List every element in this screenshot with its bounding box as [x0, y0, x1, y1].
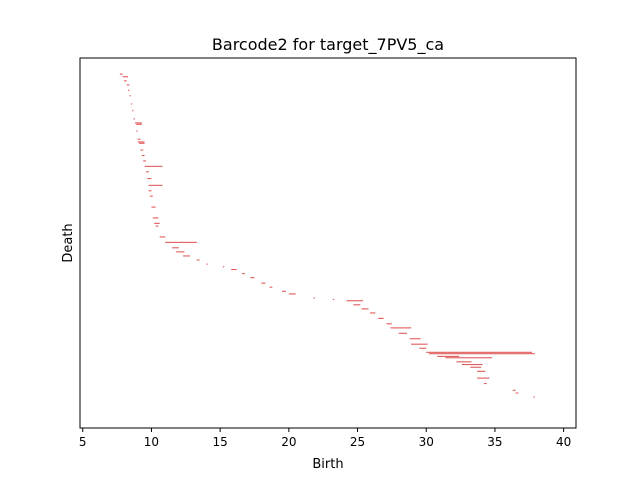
barcode-bar [165, 241, 197, 243]
barcode-bar [139, 142, 145, 144]
x-tick-label: 30 [419, 435, 434, 449]
barcode-bar [141, 154, 145, 157]
barcode-bar [123, 80, 127, 82]
barcode-bar [411, 343, 428, 345]
barcode-bar [456, 361, 472, 363]
y-axis-label: Death [61, 223, 76, 262]
barcode-bar [159, 236, 166, 238]
barcode-bar [137, 141, 145, 143]
barcode-bar [533, 396, 535, 398]
x-axis-ticks: 5 10 15 20 25 30 35 40 [79, 428, 571, 449]
barcode-bar [445, 357, 493, 359]
x-axis-label: Birth [312, 457, 343, 472]
barcode-bar [130, 103, 133, 105]
barcode-bar [154, 222, 160, 224]
barcode-bar [409, 338, 421, 340]
barcode-bar [176, 251, 185, 253]
chart-title: Barcode2 for target_7PV5_ca [212, 35, 444, 55]
barcode-bar [477, 377, 490, 379]
barcode-bar [136, 130, 138, 132]
barcode-bar [150, 195, 153, 197]
barcode-bar [206, 263, 208, 265]
barcode-bar [172, 247, 179, 249]
barcode-bar [378, 317, 384, 319]
barcode-bar [386, 323, 392, 325]
barcode-bar [132, 110, 134, 112]
x-tick-label: 10 [144, 435, 159, 449]
barcode-bar [242, 273, 245, 275]
barcode-bar [390, 327, 412, 329]
plot-frame [79, 57, 577, 429]
barcode-bar [428, 353, 535, 355]
barcode-bar [515, 392, 519, 394]
barcode-bar [419, 347, 427, 349]
barcode-bar [134, 122, 142, 124]
barcode-bar [222, 266, 225, 268]
x-tick-label: 35 [487, 435, 502, 449]
barcode-bar [140, 149, 144, 151]
barcode-bar [313, 297, 315, 299]
barcode-bar [346, 300, 364, 302]
barcode-bar [353, 304, 361, 306]
barcode-bar [144, 165, 163, 167]
barcode-bar [332, 298, 335, 300]
barcode-bar [152, 217, 159, 219]
barcode-bar [196, 259, 200, 261]
barcode-bar [128, 89, 130, 91]
barcode-bar [231, 268, 237, 271]
barcode-bar [483, 382, 487, 385]
x-tick-label: 15 [213, 435, 228, 449]
barcode-bar [281, 290, 287, 292]
barcode-bar [288, 293, 296, 295]
barcode-bar [470, 366, 482, 368]
barcode-bar [426, 351, 533, 353]
barcode-bar [398, 332, 407, 334]
barcode-bar [122, 76, 129, 78]
barcode-bar [129, 95, 131, 97]
barcode-bar [126, 84, 130, 86]
barcode-bar [250, 277, 255, 279]
barcode-bar [145, 171, 149, 173]
barcode-bar [143, 160, 146, 162]
barcode-bar [261, 282, 266, 284]
barcode-bar [136, 123, 142, 125]
barcode-bar [148, 190, 152, 192]
barcode-bar [183, 255, 190, 257]
x-tick-label: 5 [79, 435, 87, 449]
x-tick-label: 40 [556, 435, 571, 449]
barcode-bar [269, 286, 273, 288]
barcode-bar [137, 138, 141, 140]
x-tick-label: 20 [281, 435, 296, 449]
barcode-bar [477, 370, 486, 372]
barcode-bar [151, 206, 156, 208]
barcode-bar [369, 312, 376, 314]
barcode-bar [461, 363, 483, 366]
barcode-bar [133, 118, 135, 120]
barcode-bar [148, 184, 163, 186]
barcode-bar [119, 73, 123, 75]
barcode-bar [361, 308, 369, 310]
barcode-bar [437, 355, 460, 357]
bars-layer [119, 73, 535, 398]
x-tick-label: 25 [350, 435, 365, 449]
barcode-bar [512, 389, 516, 391]
barcode-bar [147, 178, 152, 180]
barcode-bar [155, 225, 159, 227]
